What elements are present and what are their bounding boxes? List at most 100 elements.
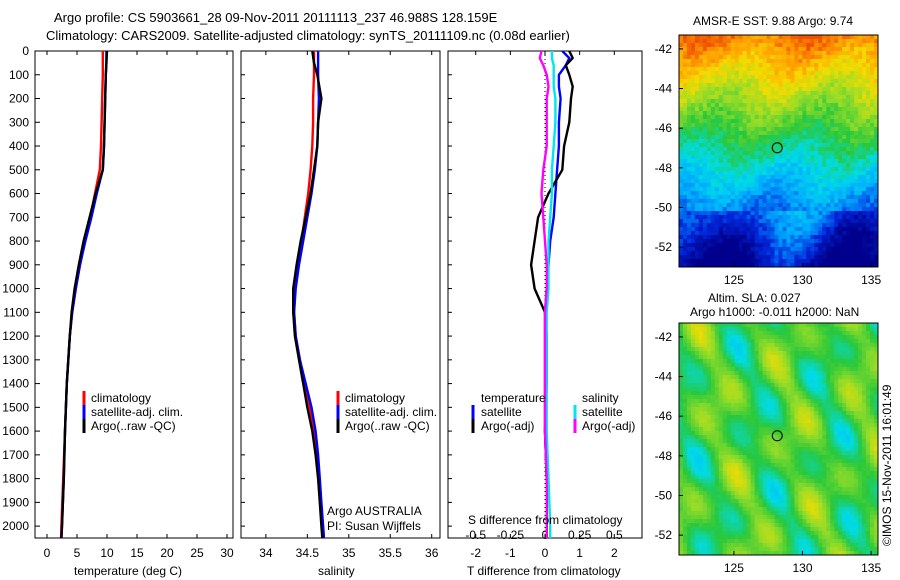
map-cell xyxy=(738,471,744,476)
map-cell xyxy=(682,63,688,68)
map-cell xyxy=(854,111,859,116)
map-cell xyxy=(686,83,692,88)
map-cell xyxy=(810,219,815,224)
map-cell xyxy=(778,235,783,240)
map-cell xyxy=(718,351,724,356)
map-cell xyxy=(798,351,803,356)
map-cell xyxy=(854,363,859,368)
map-cell xyxy=(786,75,791,80)
map-cell xyxy=(866,83,871,88)
map-cell xyxy=(730,447,736,452)
map-cell xyxy=(870,343,875,348)
map-cell xyxy=(858,347,863,352)
map-cell xyxy=(798,203,803,208)
map-cell xyxy=(802,323,807,328)
map-cell xyxy=(718,167,724,172)
map-cell xyxy=(722,323,728,328)
map-cell xyxy=(722,107,728,112)
map-cell xyxy=(834,203,839,208)
map-cell xyxy=(810,103,815,108)
map-cell xyxy=(818,411,823,416)
map-cell xyxy=(754,443,759,448)
map-cell xyxy=(806,379,811,384)
map-cell xyxy=(870,235,875,240)
map-cell xyxy=(870,383,875,388)
map-cell xyxy=(806,431,811,436)
map-cell xyxy=(846,339,851,344)
map-cell xyxy=(774,127,779,132)
map-cell xyxy=(782,227,787,232)
map-cell xyxy=(850,263,855,268)
map-cell xyxy=(790,179,795,184)
map-cell xyxy=(750,35,756,40)
map-cell xyxy=(834,159,839,164)
map-cell xyxy=(758,431,763,436)
map-cell xyxy=(834,183,839,188)
map-cell xyxy=(679,83,684,88)
map-cell xyxy=(686,379,692,384)
map-cell xyxy=(838,335,843,340)
map-cell xyxy=(794,171,799,176)
map-cell xyxy=(726,175,732,180)
map-cell xyxy=(746,47,752,52)
map-cell xyxy=(734,411,740,416)
map-cell xyxy=(790,415,795,420)
map-cell xyxy=(734,223,740,228)
map-cell xyxy=(698,395,704,400)
map-cell xyxy=(726,163,732,168)
map-cell xyxy=(706,371,712,376)
map-cell xyxy=(858,95,863,100)
map-cell xyxy=(679,415,684,420)
map-cell xyxy=(782,35,787,40)
map-cell xyxy=(718,455,724,460)
map-cell xyxy=(822,407,827,412)
map-cell xyxy=(774,371,779,376)
map-cell xyxy=(834,399,839,404)
map-cell xyxy=(738,163,744,168)
map-cell xyxy=(798,63,803,68)
map-cell xyxy=(710,355,716,360)
map-cell xyxy=(750,179,756,184)
map-cell xyxy=(738,119,744,124)
map-cell xyxy=(742,215,748,220)
map-cell xyxy=(718,35,724,40)
map-cell xyxy=(794,239,799,244)
map-cell xyxy=(794,215,799,220)
map-cell xyxy=(690,339,696,344)
map-cell xyxy=(679,227,684,232)
map-cell xyxy=(702,223,708,228)
map-cell xyxy=(854,359,859,364)
map-cell xyxy=(870,247,875,252)
map-cell xyxy=(718,99,724,104)
map-cell xyxy=(726,187,732,192)
map-cell xyxy=(706,223,712,228)
map-cell xyxy=(746,107,752,112)
map-cell xyxy=(794,447,799,452)
map-cell xyxy=(698,339,704,344)
map-cell xyxy=(814,399,819,404)
map-cell xyxy=(726,103,732,108)
map-cell xyxy=(714,219,720,224)
map-cell xyxy=(858,391,863,396)
map-cell xyxy=(722,131,728,136)
map-cell xyxy=(682,263,688,268)
map-cell xyxy=(810,159,815,164)
map-cell xyxy=(679,171,684,176)
map-cell xyxy=(714,187,720,192)
map-cell xyxy=(834,459,839,464)
map-cell xyxy=(738,227,744,232)
map-cell xyxy=(698,159,704,164)
map-cell xyxy=(758,463,763,468)
map-cell xyxy=(798,223,803,228)
map-cell xyxy=(786,135,791,140)
map-cell xyxy=(702,247,708,252)
map-cell xyxy=(822,191,827,196)
map-cell xyxy=(706,171,712,176)
map-cell xyxy=(694,335,700,340)
map-cell xyxy=(738,155,744,160)
map-cell xyxy=(834,387,839,392)
map-cell xyxy=(734,135,740,140)
map-cell xyxy=(679,107,684,112)
map-cell xyxy=(802,63,807,68)
map-cell xyxy=(870,227,875,232)
